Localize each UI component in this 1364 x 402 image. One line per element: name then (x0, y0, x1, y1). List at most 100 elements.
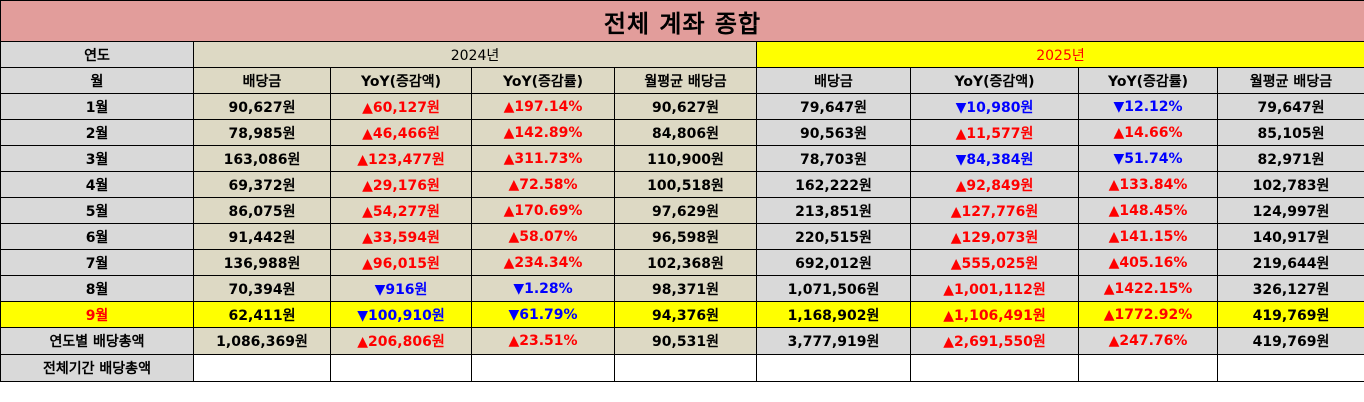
yoy-rate-2025: ▲14.66% (1078, 119, 1218, 146)
monthly-avg-2024: 96,598원 (614, 223, 757, 250)
table-row: 2월 78,985원 ▲46,466원 ▲142.89% 84,806원 90,563원 ▲… (0, 119, 1364, 146)
empty-cell (910, 354, 1079, 382)
col-monthly-avg-2024: 월평균 배당금 (614, 67, 757, 94)
month-cell: 8월 (0, 275, 194, 302)
yoy-amount-2025: ▼10,980원 (910, 93, 1079, 120)
dividend-2024: 90,627원 (193, 93, 331, 120)
monthly-avg-2024: 110,900원 (614, 145, 757, 172)
monthly-avg-2025: 82,971원 (1217, 145, 1364, 172)
yoy-amount-2025: ▼84,384원 (910, 145, 1079, 172)
annual-dividend-2024: 1,086,369원 (193, 327, 331, 355)
col-yoy-rate-2024: YoY(증감률) (471, 67, 615, 94)
yoy-amount-2024: ▼100,910원 (330, 301, 472, 328)
month-cell: 7월 (0, 249, 194, 276)
dividend-2024: 163,086원 (193, 145, 331, 172)
yoy-rate-2024: ▼61.79% (471, 301, 615, 328)
month-cell: 2월 (0, 119, 194, 146)
month-cell: 5월 (0, 197, 194, 224)
dividend-2024: 70,394원 (193, 275, 331, 302)
yoy-rate-2025: ▼51.74% (1078, 145, 1218, 172)
yoy-amount-2024: ▲46,466원 (330, 119, 472, 146)
yoy-rate-2024: ▲72.58% (471, 171, 615, 198)
yoy-rate-2025: ▲1422.15% (1078, 275, 1218, 302)
empty-cell (614, 354, 757, 382)
empty-cell (330, 354, 472, 382)
table-row: 3월 163,086원 ▲123,477원 ▲311.73% 110,900원 78,70… (0, 145, 1364, 172)
annual-total-row: 연도별 배당총액 1,086,369원 ▲206,806원 ▲23.51% 90,531… (0, 327, 1364, 355)
table-row: 8월 70,394원 ▼916원 ▼1.28% 98,371원 1,071,506원 ▲1,… (0, 275, 1364, 302)
yoy-rate-2024: ▲58.07% (471, 223, 615, 250)
yoy-amount-2025: ▲92,849원 (910, 171, 1079, 198)
col-dividend-2025: 배당금 (756, 67, 911, 94)
col-yoy-rate-2025: YoY(증감률) (1078, 67, 1218, 94)
dividend-2025: 78,703원 (756, 145, 911, 172)
annual-dividend-2025: 3,777,919원 (756, 327, 911, 355)
yoy-rate-2024: ▲311.73% (471, 145, 615, 172)
dividend-2024: 78,985원 (193, 119, 331, 146)
dividend-2025: 79,647원 (756, 93, 911, 120)
yoy-amount-2024: ▲33,594원 (330, 223, 472, 250)
yoy-amount-2025: ▲1,001,112원 (910, 275, 1079, 302)
empty-cell (756, 354, 911, 382)
month-cell: 6월 (0, 223, 194, 250)
dividend-2025: 162,222원 (756, 171, 911, 198)
annual-yoy-rate-2024: ▲23.51% (471, 327, 615, 355)
year-2024-header: 2024년 (193, 41, 757, 68)
annual-total-label: 연도별 배당총액 (0, 327, 194, 355)
yoy-amount-2025: ▲11,577원 (910, 119, 1079, 146)
dividend-2024: 136,988원 (193, 249, 331, 276)
yoy-amount-2024: ▲29,176원 (330, 171, 472, 198)
empty-cell (193, 354, 331, 382)
table-row: 9월 62,411원 ▼100,910원 ▼61.79% 94,376원 1,168,90… (0, 301, 1364, 328)
yoy-rate-2025: ▲141.15% (1078, 223, 1218, 250)
yoy-amount-2025: ▲127,776원 (910, 197, 1079, 224)
monthly-avg-2025: 102,783원 (1217, 171, 1364, 198)
year-label: 연도 (0, 41, 194, 68)
yoy-amount-2024: ▲123,477원 (330, 145, 472, 172)
month-label: 월 (0, 67, 194, 94)
monthly-avg-2024: 94,376원 (614, 301, 757, 328)
yoy-rate-2024: ▼1.28% (471, 275, 615, 302)
table-row: 7월 136,988원 ▲96,015원 ▲234.34% 102,368원 692,01… (0, 249, 1364, 276)
yoy-amount-2024: ▲96,015원 (330, 249, 472, 276)
yoy-rate-2025: ▲1772.92% (1078, 301, 1218, 328)
annual-monthly-avg-2024: 90,531원 (614, 327, 757, 355)
table-row: 6월 91,442원 ▲33,594원 ▲58.07% 96,598원 220,515원 ▲… (0, 223, 1364, 250)
monthly-avg-2024: 102,368원 (614, 249, 757, 276)
dividend-2025: 692,012원 (756, 249, 911, 276)
monthly-avg-2025: 85,105원 (1217, 119, 1364, 146)
yoy-amount-2024: ▲60,127원 (330, 93, 472, 120)
yoy-amount-2024: ▼916원 (330, 275, 472, 302)
annual-yoy-amount-2025: ▲2,691,550원 (910, 327, 1079, 355)
empty-cell (1217, 354, 1364, 382)
col-monthly-avg-2025: 월평균 배당금 (1217, 67, 1364, 94)
yoy-amount-2024: ▲54,277원 (330, 197, 472, 224)
month-cell: 1월 (0, 93, 194, 120)
table-row: 5월 86,075원 ▲54,277원 ▲170.69% 97,629원 213,851원… (0, 197, 1364, 224)
dividend-2024: 91,442원 (193, 223, 331, 250)
dividend-2025: 1,071,506원 (756, 275, 911, 302)
page-title: 전체 계좌 종합 (0, 0, 1364, 42)
dividend-2025: 213,851원 (756, 197, 911, 224)
col-dividend-2024: 배당금 (193, 67, 331, 94)
monthly-avg-2025: 326,127원 (1217, 275, 1364, 302)
yoy-rate-2024: ▲142.89% (471, 119, 615, 146)
yoy-rate-2024: ▲170.69% (471, 197, 615, 224)
monthly-avg-2024: 90,627원 (614, 93, 757, 120)
dividend-2024: 62,411원 (193, 301, 331, 328)
dividend-2025: 1,168,902원 (756, 301, 911, 328)
yoy-amount-2025: ▲1,106,491원 (910, 301, 1079, 328)
yoy-rate-2024: ▲234.34% (471, 249, 615, 276)
monthly-avg-2025: 124,997원 (1217, 197, 1364, 224)
table-row: 4월 69,372원 ▲29,176원 ▲72.58% 100,518원 162,222원… (0, 171, 1364, 198)
annual-monthly-avg-2025: 419,769원 (1217, 327, 1364, 355)
monthly-avg-2024: 97,629원 (614, 197, 757, 224)
annual-yoy-amount-2024: ▲206,806원 (330, 327, 472, 355)
yoy-amount-2025: ▲129,073원 (910, 223, 1079, 250)
monthly-avg-2025: 219,644원 (1217, 249, 1364, 276)
dividend-2025: 90,563원 (756, 119, 911, 146)
empty-cell (1078, 354, 1218, 382)
dividend-summary-table: 전체 계좌 종합 연도 2024년 2025년 월 배당금 YoY(증감액) Y… (0, 0, 1364, 382)
monthly-avg-2025: 140,917원 (1217, 223, 1364, 250)
month-cell: 3월 (0, 145, 194, 172)
